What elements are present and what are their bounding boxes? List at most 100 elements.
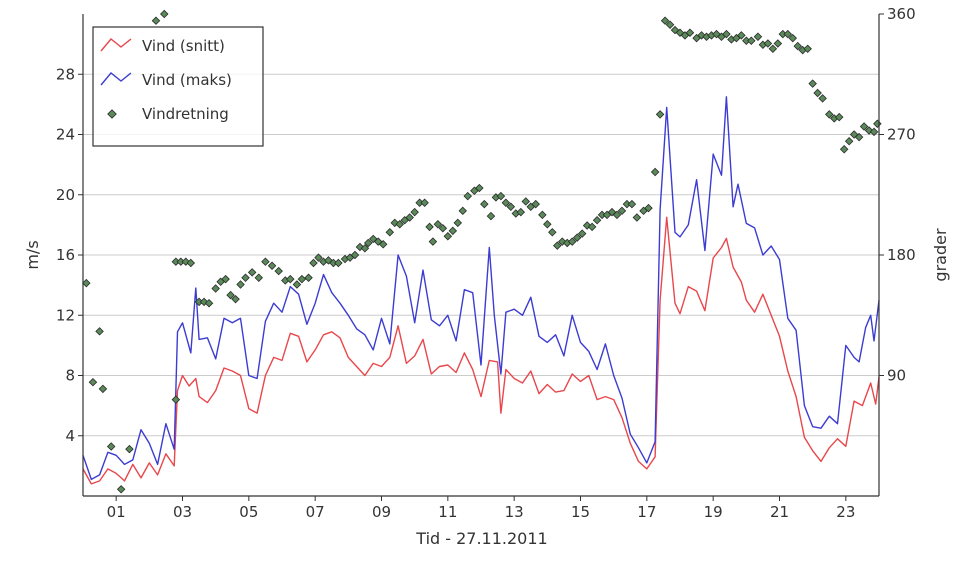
direction-point-142 xyxy=(859,122,869,131)
direction-point-91 xyxy=(597,210,607,220)
direction-point-75 xyxy=(516,207,526,217)
y-tick-label-right-3: 360 xyxy=(887,5,916,23)
direction-point-31 xyxy=(292,280,302,289)
direction-point-14 xyxy=(194,297,204,307)
direction-point-81 xyxy=(548,227,557,237)
x-tick-label-1: 03 xyxy=(173,503,192,521)
x-tick-label-6: 13 xyxy=(505,503,524,521)
direction-point-85 xyxy=(567,237,577,246)
direction-point-24 xyxy=(247,268,257,277)
x-tick-label-0: 01 xyxy=(107,503,126,521)
direction-point-94 xyxy=(612,210,622,220)
direction-point-123 xyxy=(763,39,773,48)
direction-point-38 xyxy=(329,258,338,268)
direction-point-49 xyxy=(385,227,395,237)
direction-point-104 xyxy=(665,20,675,29)
direction-point-80 xyxy=(543,219,552,229)
direction-point-32 xyxy=(297,274,307,284)
direction-point-90 xyxy=(592,215,602,225)
direction-point-6 xyxy=(125,444,134,454)
y-tick-label-left-5: 24 xyxy=(56,126,75,144)
y-axis-title-right: grader xyxy=(931,228,950,282)
direction-point-103 xyxy=(660,16,670,25)
direction-point-2 xyxy=(88,377,98,387)
direction-point-127 xyxy=(783,29,793,39)
y-tick-label-left-6: 28 xyxy=(56,65,75,83)
direction-point-60 xyxy=(438,223,448,233)
direction-point-28 xyxy=(274,266,283,276)
direction-point-8 xyxy=(160,9,169,19)
direction-point-138 xyxy=(839,144,849,154)
ticks: 4 8 12 16 20 24 28 90 180 270 360 01 03 05 07 09 11 13 15 1… xyxy=(56,5,916,521)
legend-item-vind-snitt: Vind (snitt) xyxy=(100,37,225,55)
legend-label-vindretning: Vindretning xyxy=(142,105,229,123)
direction-point-58 xyxy=(428,237,438,246)
direction-point-11 xyxy=(176,257,186,266)
direction-point-27 xyxy=(267,261,277,270)
direction-point-22 xyxy=(236,280,245,289)
direction-point-35 xyxy=(314,253,323,262)
x-tick-label-3: 07 xyxy=(306,503,325,521)
direction-point-86 xyxy=(572,233,582,242)
x-tick-label-8: 17 xyxy=(637,503,656,521)
direction-point-57 xyxy=(425,222,434,232)
direction-point-9 xyxy=(171,395,181,404)
direction-point-54 xyxy=(410,207,419,217)
direction-point-0 xyxy=(82,278,91,288)
x-tick-label-10: 21 xyxy=(770,503,789,521)
x-axis-title: Tid - 27.11.2011 xyxy=(415,529,547,548)
direction-point-124 xyxy=(768,44,778,54)
direction-point-95 xyxy=(617,206,627,216)
direction-point-131 xyxy=(803,44,812,54)
direction-point-132 xyxy=(808,79,817,88)
direction-point-21 xyxy=(231,294,240,304)
direction-point-20 xyxy=(226,290,235,300)
legend-swatch-vind-maks xyxy=(100,72,132,86)
direction-point-89 xyxy=(587,222,597,232)
direction-point-39 xyxy=(334,258,343,268)
direction-point-17 xyxy=(211,284,220,293)
direction-point-119 xyxy=(742,36,751,46)
direction-point-45 xyxy=(363,238,373,248)
direction-point-125 xyxy=(773,39,783,48)
direction-point-128 xyxy=(788,33,798,43)
direction-point-120 xyxy=(747,36,756,46)
y-axis-title-left: m/s xyxy=(23,240,42,269)
y-tick-label-right-0: 90 xyxy=(887,367,906,385)
series-line-vind-snitt xyxy=(82,216,880,485)
y-tick-label-left-2: 12 xyxy=(56,306,75,324)
x-tick-label-9: 19 xyxy=(704,503,723,521)
y-tick-label-right-2: 270 xyxy=(887,126,916,144)
direction-point-133 xyxy=(813,88,822,98)
y-tick-label-right-1: 180 xyxy=(887,246,916,264)
direction-point-5 xyxy=(116,485,126,494)
direction-point-82 xyxy=(553,241,562,250)
direction-point-13 xyxy=(186,258,196,268)
direction-point-1 xyxy=(95,327,104,336)
direction-point-33 xyxy=(304,273,313,283)
direction-point-30 xyxy=(286,274,295,284)
direction-point-101 xyxy=(650,167,660,177)
series-vindretning xyxy=(82,9,882,494)
legend-label-vind-maks: Vind (maks) xyxy=(142,71,232,89)
legend-swatch-vindretning xyxy=(107,109,117,119)
direction-point-3 xyxy=(98,384,108,394)
direction-point-25 xyxy=(254,273,264,283)
direction-point-98 xyxy=(632,213,642,222)
direction-point-68 xyxy=(480,199,489,209)
direction-point-10 xyxy=(171,257,181,266)
direction-point-44 xyxy=(360,244,370,253)
direction-point-63 xyxy=(453,218,463,228)
series-line-vind-maks xyxy=(82,96,880,481)
x-tick-label-11: 23 xyxy=(836,503,855,521)
x-tick-label-5: 11 xyxy=(438,503,457,521)
direction-point-69 xyxy=(486,211,496,221)
direction-point-62 xyxy=(448,226,458,236)
direction-point-144 xyxy=(869,127,879,137)
x-tick-label-7: 15 xyxy=(571,503,590,521)
legend: Vind (snitt) Vind (maks) Vindretning xyxy=(92,26,264,147)
direction-point-97 xyxy=(627,199,637,209)
direction-point-4 xyxy=(106,442,116,451)
direction-point-16 xyxy=(204,298,214,308)
